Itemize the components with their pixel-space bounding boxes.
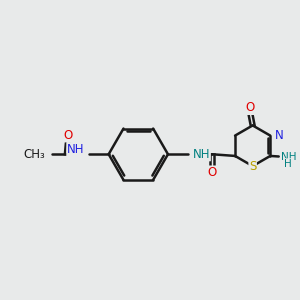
Text: CH₃: CH₃ (23, 148, 45, 161)
Text: NH: NH (281, 152, 296, 162)
Text: O: O (207, 166, 216, 179)
Text: NH: NH (67, 143, 84, 156)
Text: S: S (249, 160, 256, 172)
Text: N: N (275, 129, 284, 142)
Text: O: O (64, 129, 73, 142)
Text: H: H (284, 159, 292, 169)
Text: O: O (245, 101, 254, 114)
Text: NH: NH (193, 148, 210, 161)
